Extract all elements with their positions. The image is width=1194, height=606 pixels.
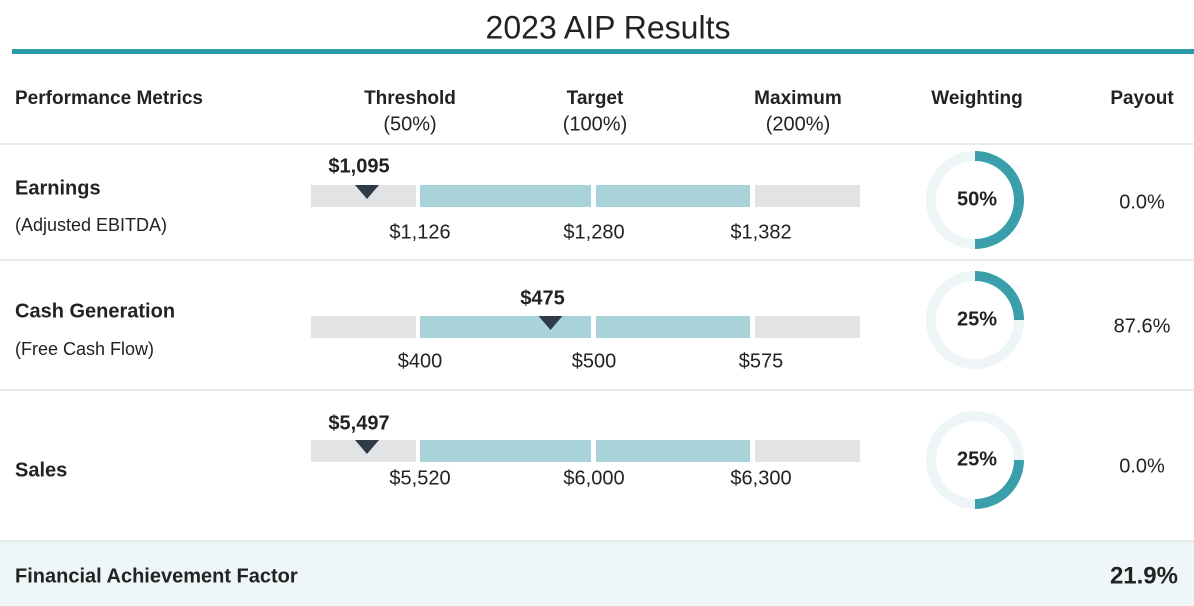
footer-label: Financial Achievement Factor <box>15 565 298 587</box>
separators <box>0 143 1194 542</box>
scale-segment <box>311 440 416 462</box>
actual-marker <box>355 440 379 454</box>
scale-segment <box>596 440 750 462</box>
actual-marker <box>538 316 563 330</box>
metric-name: Sales <box>15 459 67 481</box>
maximum-label: $6,300 <box>730 467 791 489</box>
scale-segment <box>596 185 750 207</box>
scale-segment <box>755 185 860 207</box>
weight-label: 25% <box>957 448 997 470</box>
header-sub: (50%) <box>383 113 436 135</box>
header: Performance Metrics <box>15 88 203 109</box>
payout: 87.6% <box>1114 315 1171 337</box>
title: 2023 AIP Results <box>486 9 731 45</box>
target-label: $6,000 <box>563 467 624 489</box>
footer-band <box>0 541 1194 606</box>
target-label: $500 <box>572 350 617 372</box>
header: Maximum <box>754 88 842 109</box>
weight-label: 25% <box>957 308 997 330</box>
scale-segment <box>311 316 416 338</box>
header-sub: (200%) <box>766 113 830 135</box>
actual-label: $475 <box>520 287 565 309</box>
maximum-label: $575 <box>739 350 784 372</box>
scale-segment <box>311 185 416 207</box>
footer-value: 21.9% <box>1110 562 1178 589</box>
metric-subname: (Free Cash Flow) <box>15 339 154 359</box>
actual-marker <box>355 185 379 199</box>
scale-segment <box>755 316 860 338</box>
metric-name: Earnings <box>15 177 101 199</box>
maximum-label: $1,382 <box>730 221 791 243</box>
scale-segment <box>755 440 860 462</box>
payout: 0.0% <box>1119 191 1165 213</box>
actual-label: $1,095 <box>328 155 389 177</box>
metric-subname: (Adjusted EBITDA) <box>15 215 167 235</box>
threshold-label: $5,520 <box>389 467 450 489</box>
header: Target <box>567 88 624 109</box>
header: Weighting <box>931 88 1022 109</box>
weight-label: 50% <box>957 188 997 210</box>
header-sub: (100%) <box>563 113 627 135</box>
actual-label: $5,497 <box>328 412 389 434</box>
scale-segment <box>420 440 591 462</box>
scale-segment <box>420 316 591 338</box>
scale-segment <box>596 316 750 338</box>
weight-ring <box>926 411 1024 509</box>
target-label: $1,280 <box>563 221 624 243</box>
threshold-label: $400 <box>398 350 443 372</box>
weight-ring <box>926 151 1024 249</box>
metric-name: Cash Generation <box>15 300 175 322</box>
weight-ring <box>926 271 1024 369</box>
header: Threshold <box>364 88 456 109</box>
header: Payout <box>1110 88 1174 109</box>
scale-segment <box>420 185 591 207</box>
payout: 0.0% <box>1119 455 1165 477</box>
title-rule <box>12 49 1194 54</box>
threshold-label: $1,126 <box>389 221 450 243</box>
